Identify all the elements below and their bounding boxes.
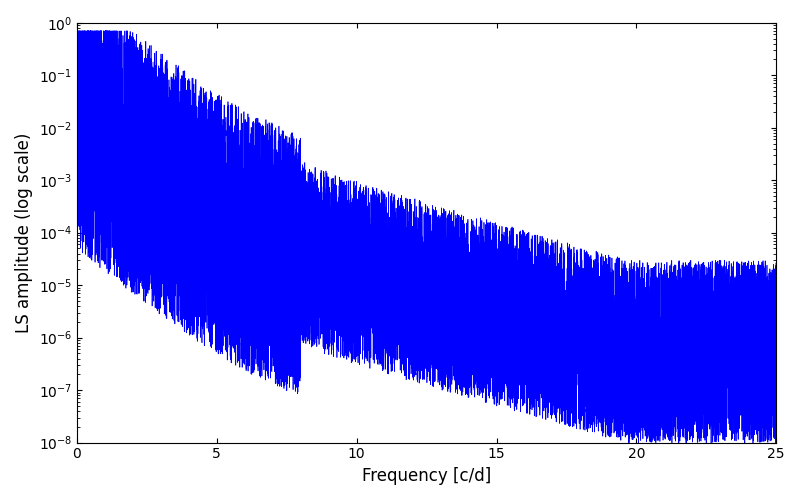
X-axis label: Frequency [c/d]: Frequency [c/d]	[362, 467, 491, 485]
Y-axis label: LS amplitude (log scale): LS amplitude (log scale)	[15, 132, 33, 333]
